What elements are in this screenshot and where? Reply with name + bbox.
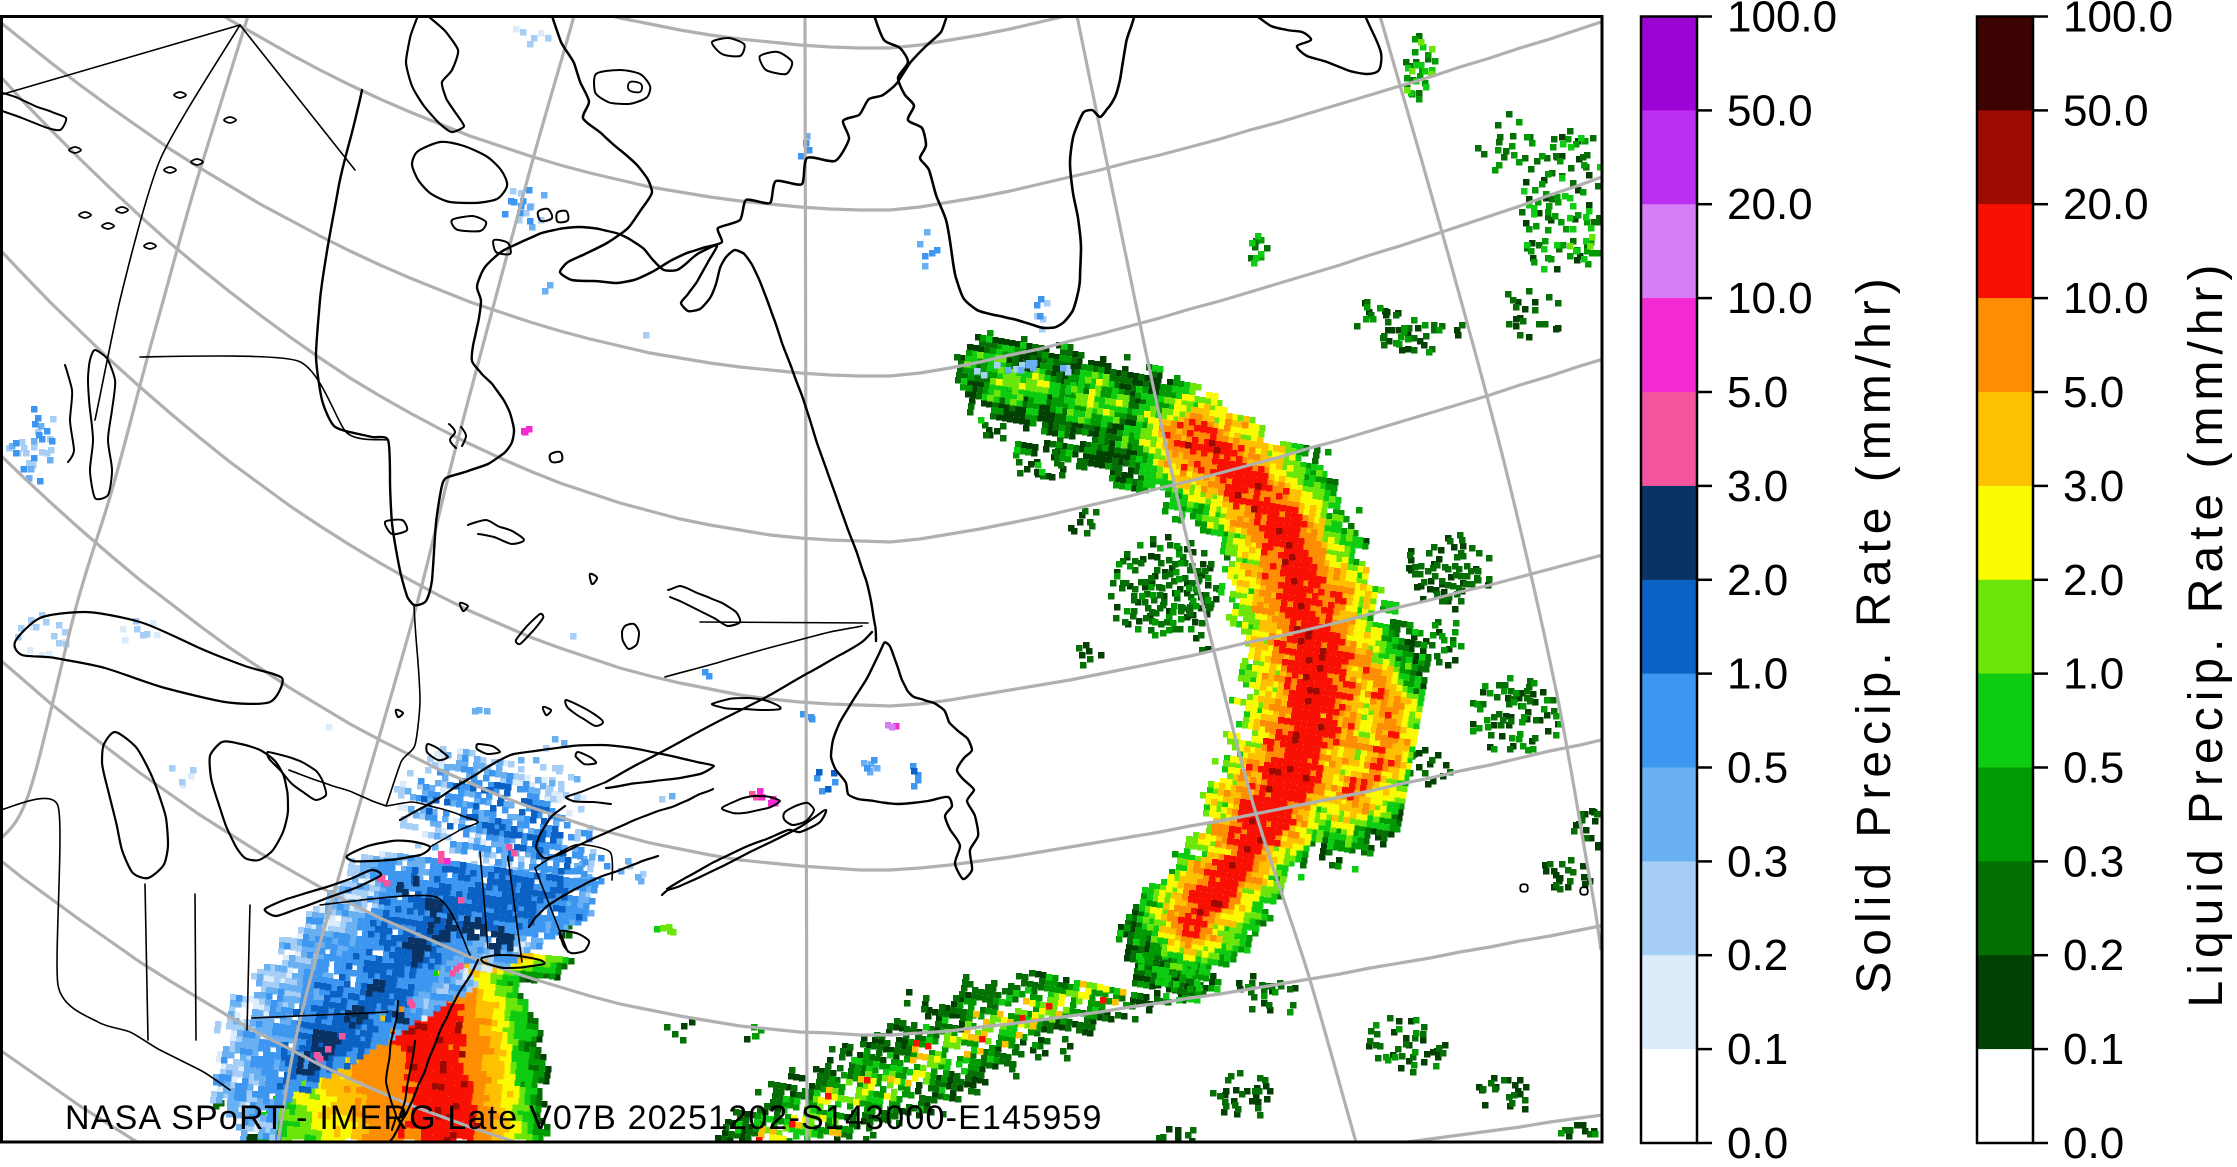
svg-text:3.0: 3.0 bbox=[1727, 462, 1788, 511]
svg-text:0.2: 0.2 bbox=[1727, 931, 1788, 980]
svg-text:5.0: 5.0 bbox=[2063, 368, 2124, 417]
svg-text:3.0: 3.0 bbox=[2063, 462, 2124, 511]
svg-text:20.0: 20.0 bbox=[2063, 180, 2149, 229]
svg-text:Solid Precip. Rate (mm/hr): Solid Precip. Rate (mm/hr) bbox=[1848, 272, 1901, 993]
svg-text:5.0: 5.0 bbox=[1727, 368, 1788, 417]
svg-text:10.0: 10.0 bbox=[1727, 274, 1813, 323]
svg-text:50.0: 50.0 bbox=[1727, 86, 1813, 135]
svg-text:1.0: 1.0 bbox=[2063, 650, 2124, 699]
svg-text:1.0: 1.0 bbox=[1727, 650, 1788, 699]
svg-text:0.3: 0.3 bbox=[1727, 837, 1788, 886]
svg-text:20.0: 20.0 bbox=[1727, 180, 1813, 229]
svg-text:0.0: 0.0 bbox=[1727, 1119, 1788, 1167]
svg-text:0.5: 0.5 bbox=[2063, 744, 2124, 793]
svg-text:100.0: 100.0 bbox=[1727, 0, 1837, 42]
svg-text:0.1: 0.1 bbox=[1727, 1025, 1788, 1074]
svg-text:0.1: 0.1 bbox=[2063, 1025, 2124, 1074]
svg-text:2.0: 2.0 bbox=[1727, 556, 1788, 605]
svg-text:10.0: 10.0 bbox=[2063, 274, 2149, 323]
svg-text:Liquid Precip. Rate (mm/hr): Liquid Precip. Rate (mm/hr) bbox=[2180, 259, 2233, 1008]
svg-text:50.0: 50.0 bbox=[2063, 86, 2149, 135]
svg-text:0.0: 0.0 bbox=[2063, 1119, 2124, 1167]
svg-text:NASA SPoRT - IMERG Late V07B 2: NASA SPoRT - IMERG Late V07B 20251202-S1… bbox=[65, 1099, 1103, 1137]
svg-text:0.2: 0.2 bbox=[2063, 931, 2124, 980]
svg-text:2.0: 2.0 bbox=[2063, 556, 2124, 605]
svg-text:0.3: 0.3 bbox=[2063, 837, 2124, 886]
svg-text:100.0: 100.0 bbox=[2063, 0, 2173, 42]
svg-text:0.5: 0.5 bbox=[1727, 744, 1788, 793]
